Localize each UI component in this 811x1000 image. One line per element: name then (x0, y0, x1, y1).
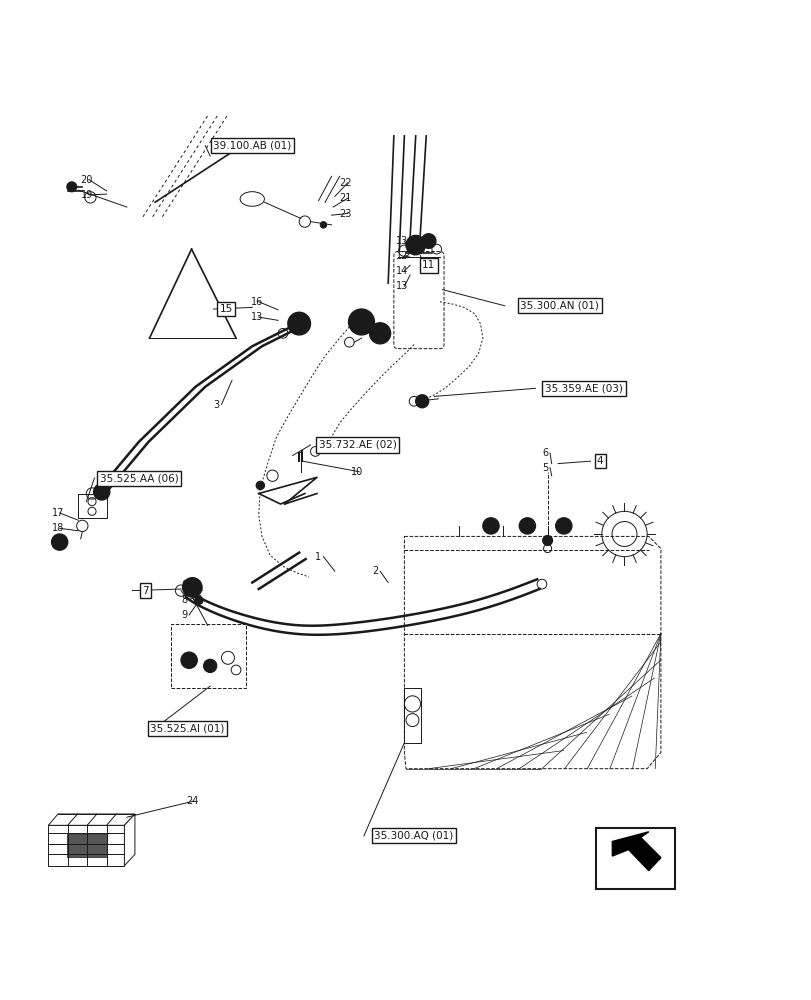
Text: 35.300.AQ (01): 35.300.AQ (01) (374, 831, 453, 841)
Circle shape (318, 438, 331, 451)
Circle shape (519, 518, 534, 534)
Text: 2: 2 (371, 566, 378, 576)
Text: 19: 19 (80, 190, 92, 200)
Circle shape (555, 518, 571, 534)
Text: 13: 13 (396, 281, 408, 291)
Text: 16: 16 (251, 297, 263, 307)
Text: 14: 14 (396, 266, 408, 276)
Polygon shape (124, 814, 135, 866)
Text: 11: 11 (422, 260, 435, 270)
FancyBboxPatch shape (67, 834, 107, 857)
Circle shape (256, 481, 264, 489)
Polygon shape (49, 825, 124, 866)
Circle shape (369, 323, 390, 344)
Circle shape (182, 578, 202, 597)
Text: 8: 8 (181, 595, 187, 605)
Text: 13: 13 (396, 236, 408, 246)
FancyBboxPatch shape (393, 252, 444, 349)
Text: 35.525.AI (01): 35.525.AI (01) (150, 723, 225, 733)
Text: 18: 18 (51, 523, 64, 533)
Circle shape (51, 534, 67, 550)
Text: 12: 12 (396, 251, 408, 261)
Circle shape (204, 659, 217, 672)
FancyBboxPatch shape (171, 624, 246, 688)
Text: 22: 22 (339, 178, 352, 188)
Text: 15: 15 (220, 304, 233, 314)
Polygon shape (404, 536, 660, 769)
Circle shape (415, 395, 428, 408)
Text: 13: 13 (251, 312, 263, 322)
FancyBboxPatch shape (595, 828, 675, 889)
Text: 4: 4 (596, 456, 603, 466)
Circle shape (421, 234, 436, 248)
Polygon shape (49, 814, 135, 825)
Polygon shape (611, 832, 660, 871)
Circle shape (406, 235, 425, 255)
Circle shape (483, 518, 499, 534)
Circle shape (67, 182, 76, 192)
Circle shape (348, 309, 374, 335)
Text: 24: 24 (186, 796, 198, 806)
Text: 6: 6 (181, 580, 187, 590)
Circle shape (320, 222, 326, 228)
Circle shape (542, 536, 551, 545)
Text: 9: 9 (181, 610, 187, 620)
Text: 35.525.AA (06): 35.525.AA (06) (100, 473, 178, 483)
Text: 35.359.AE (03): 35.359.AE (03) (544, 383, 622, 393)
Text: 21: 21 (339, 193, 352, 203)
Text: 1: 1 (315, 552, 321, 562)
Text: 39.100.AB (01): 39.100.AB (01) (212, 141, 291, 151)
Text: 10: 10 (350, 467, 363, 477)
Circle shape (93, 484, 109, 500)
Text: 35.300.AN (01): 35.300.AN (01) (520, 301, 599, 311)
Ellipse shape (240, 192, 264, 206)
Circle shape (195, 596, 203, 604)
Text: 23: 23 (339, 209, 352, 219)
Text: 35.732.AE (02): 35.732.AE (02) (318, 440, 396, 450)
Text: 5: 5 (541, 463, 547, 473)
Circle shape (287, 312, 310, 335)
Text: 3: 3 (213, 400, 219, 410)
Text: 17: 17 (51, 508, 64, 518)
Text: 7: 7 (142, 586, 148, 596)
Circle shape (181, 652, 197, 668)
Text: 6: 6 (541, 448, 547, 458)
Text: 20: 20 (80, 175, 93, 185)
